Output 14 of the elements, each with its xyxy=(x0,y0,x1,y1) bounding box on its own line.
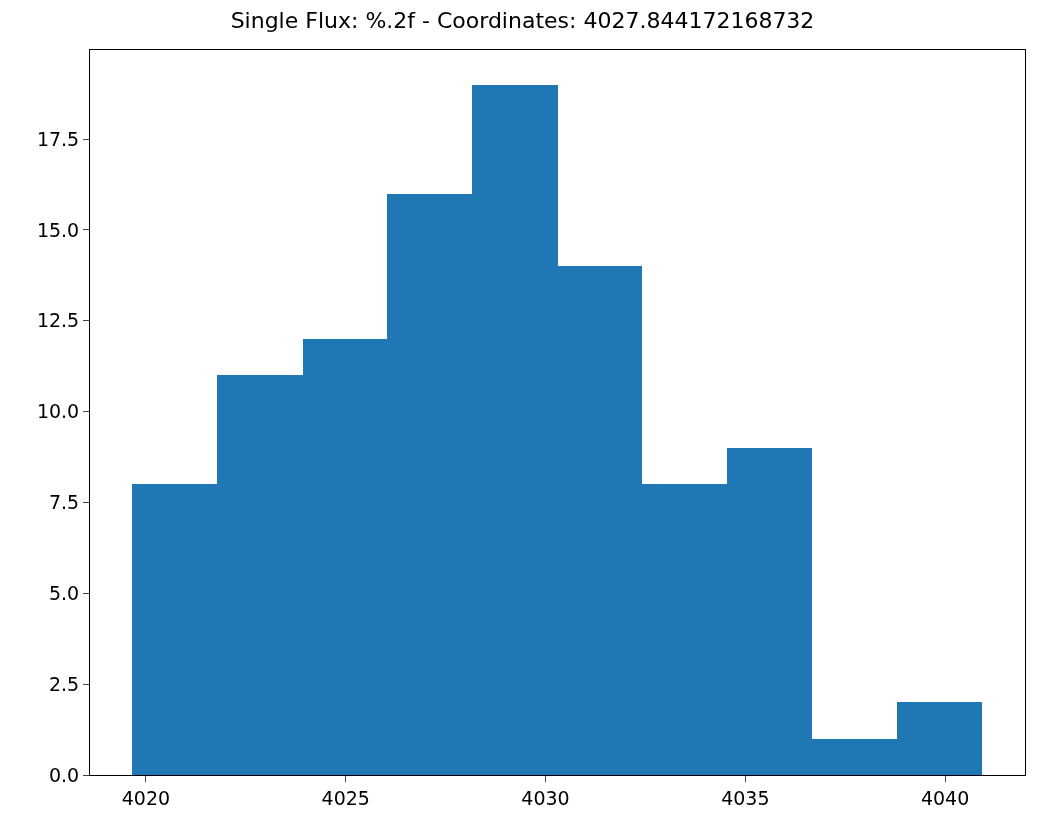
y-tick-label: 2.5 xyxy=(48,672,80,695)
y-tick-label: 0.0 xyxy=(48,763,80,786)
y-tick-label: 12.5 xyxy=(36,309,80,332)
chart-title: Single Flux: %.2f - Coordinates: 4027.844172168732 xyxy=(230,7,815,33)
x-tick-label: 4030 xyxy=(521,786,570,809)
y-tick-label: 15.0 xyxy=(36,218,80,241)
y-tick-label: 7.5 xyxy=(48,491,80,514)
y-tick-label: 17.5 xyxy=(36,127,80,150)
x-tick-label: 4020 xyxy=(121,786,171,809)
y-tick-label: 5.0 xyxy=(48,581,80,604)
x-tick-label: 4025 xyxy=(321,786,370,809)
x-tick-label: 4035 xyxy=(721,786,770,809)
x-tick-label: 4040 xyxy=(920,786,970,809)
y-tick-label: 10.0 xyxy=(36,400,80,423)
